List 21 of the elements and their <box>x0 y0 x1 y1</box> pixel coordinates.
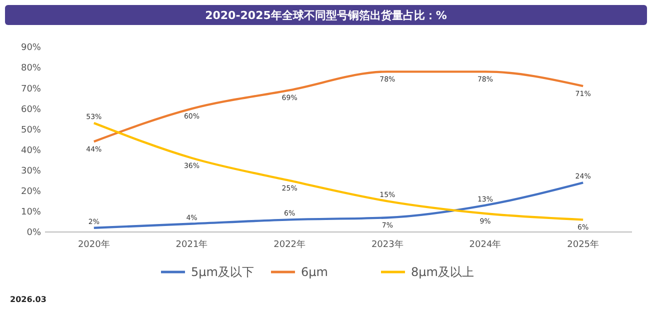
y-tick-label: 90% <box>20 43 42 54</box>
y-tick-label: 40% <box>20 146 42 156</box>
chart-title: 2020-2025年全球不同型号铜箔出货量占比：% <box>205 9 447 22</box>
x-tick-label: 2021年 <box>176 239 208 250</box>
y-tick-label: 70% <box>20 84 42 94</box>
legend-label: 5μm及以下 <box>191 265 254 279</box>
x-tick-label: 2022年 <box>274 239 306 250</box>
y-tick-label: 30% <box>20 166 42 176</box>
legend-label: 6μm <box>301 265 328 279</box>
x-tick-label: 2024年 <box>469 239 502 250</box>
x-tick-label: 2023年 <box>371 239 404 250</box>
y-tick-label: 0% <box>26 228 42 238</box>
y-tick-label: 10% <box>20 208 42 218</box>
y-tick-label: 80% <box>20 64 42 74</box>
x-tick-label: 2025年 <box>567 239 600 250</box>
y-tick-label: 60% <box>20 104 42 115</box>
x-tick-label: 2020年 <box>78 239 110 250</box>
legend-label: 8μm及以上 <box>411 265 474 279</box>
y-tick-label: 50% <box>20 125 42 136</box>
y-tick-label: 20% <box>20 187 42 198</box>
text: 2026.03 <box>10 295 46 304</box>
